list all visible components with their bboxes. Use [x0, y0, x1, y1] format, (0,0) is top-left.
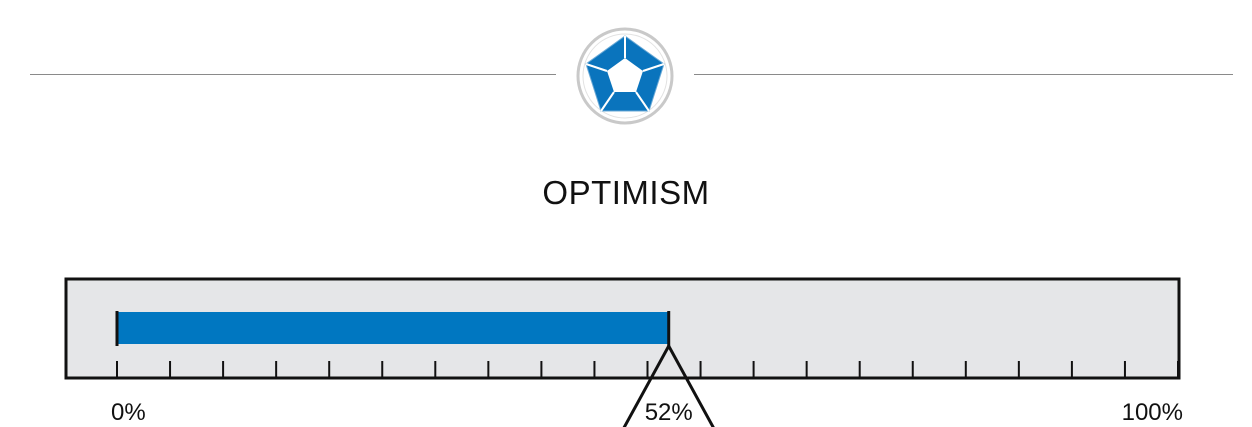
value-label: 52% — [645, 399, 693, 426]
page-title: OPTIMISM — [542, 174, 710, 211]
right-divider-line — [694, 74, 1233, 75]
pentagon-badge-icon — [576, 27, 674, 125]
tick-marks — [116, 361, 1179, 378]
max-label: 100% — [1122, 399, 1183, 426]
left-divider-line — [30, 74, 556, 75]
value-bar — [117, 312, 669, 344]
min-label: 0% — [111, 399, 146, 426]
value-pointer — [622, 345, 715, 427]
